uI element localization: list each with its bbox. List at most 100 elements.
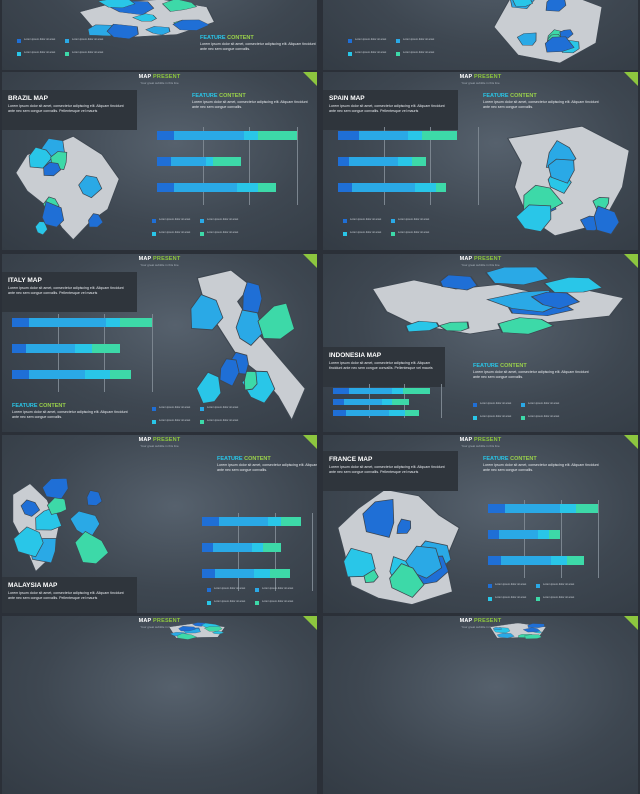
slide-subtitle: Your great subtitle in this line [140,444,179,448]
brand-map: MAP [459,437,473,443]
content-word: CONTENT [500,363,527,369]
brand-present: PRESENT [474,618,502,624]
brand-map: MAP [459,618,473,624]
title-box: ITALY MAP Lorem ipsum dolor sit amet, con… [2,272,137,312]
map-title: BRAZIL MAP [8,95,48,102]
map-region [97,0,136,8]
stacked-bar [12,318,152,327]
legend-item: Lorem ipsum dolor sit amet [348,51,396,60]
bar-segment [537,530,549,539]
slide-2: MAP PRESENT Your great subtitle in this l… [2,72,317,250]
bar-segment [218,517,268,526]
grid-line [152,314,153,392]
map-region [106,23,139,39]
legend-swatch [65,52,69,56]
corner-accent [303,435,317,449]
legend-label: Lorem ipsum dolor sit amet [355,51,387,54]
legend-swatch [391,232,395,236]
legend-label: Lorem ipsum dolor sit amet [207,218,239,221]
map-region [190,293,224,331]
legend-item: Lorem ipsum dolor sit amet [152,419,200,428]
slide-8: MAP PRESENT Your great subtitle in this l… [2,616,317,794]
bar-segment [202,543,213,552]
map-description: Lorem ipsum dolor sit amet, consectetur … [329,465,445,474]
slide-7: MAP PRESENT Your great subtitle in this l… [323,435,638,613]
bar-segment [75,344,92,353]
feature-heading: FEATURE CONTENT [483,455,605,463]
content-word: CONTENT [227,35,254,41]
bar-segment [398,157,413,166]
grid-line [560,500,562,578]
slide-subtitle: Your great subtitle in this line [140,263,179,267]
bar-chart [12,314,153,392]
stacked-bar [333,410,441,416]
stacked-bar [338,183,478,192]
slide-header: MAP PRESENT Your great subtitle in this l… [323,254,638,268]
feature-content: FEATURE CONTENT Lorem ipsum dolor sit ame… [483,92,605,110]
feature-content: FEATURE CONTENT Lorem ipsum dolor sit ame… [192,92,314,110]
slide-header: MAP PRESENT Your great subtitle in this l… [323,72,638,86]
bar-segment [28,318,106,327]
content-word: CONTENT [510,93,537,99]
map-region [438,321,470,332]
brand-present: PRESENT [474,74,502,80]
map-region [515,204,552,233]
grid-line [203,127,205,205]
bar-chart [338,127,479,205]
legend-item: Lorem ipsum dolor sit amet [255,600,303,609]
map-region [559,29,574,39]
bar-segment [333,388,350,394]
brand-map: MAP [138,437,152,443]
bar-segment [488,556,502,565]
legend-swatch [152,420,156,424]
legend-item: Lorem ipsum dolor sit amet [488,596,536,605]
bar-segment [488,530,499,539]
slide-brand: MAP PRESENT [2,72,317,81]
feature-heading: FEATURE CONTENT [12,402,134,410]
stacked-bar [157,183,297,192]
bar-segment [215,569,254,578]
bar-segment [253,569,271,578]
feature-word: FEATURE [483,456,509,462]
country-map [506,125,630,237]
stacked-bar [12,344,152,353]
legend-item: Lorem ipsum dolor sit amet [200,218,248,227]
legend-swatch [17,52,21,56]
legend-label: Lorem ipsum dolor sit amet [214,600,246,603]
bar-segment [392,388,404,394]
map-region [145,26,171,36]
map-region [243,370,258,391]
content-word: CONTENT [510,456,537,462]
brand-present: PRESENT [474,437,502,443]
slide-subtitle: Your great subtitle in this line [461,81,500,85]
map-region [543,277,604,293]
legend-item: Lorem ipsum dolor sit amet [207,600,255,609]
legend-label: Lorem ipsum dolor sit amet [159,419,191,422]
slide-brand: MAP PRESENT [323,254,638,263]
legend-swatch [391,219,395,223]
map-region [20,499,41,517]
map-region [88,213,104,228]
bar-segment [268,517,282,526]
bar-segment [26,344,75,353]
legend-label: Lorem ipsum dolor sit amet [159,406,191,409]
bar-segment [567,556,584,565]
legend-label: Lorem ipsum dolor sit amet [543,596,575,599]
bar-segment [270,569,290,578]
legend-label: Lorem ipsum dolor sit amet [528,415,560,418]
feature-content: FEATURE CONTENT Lorem ipsum dolor sit ame… [200,34,317,52]
stacked-bar [488,530,598,539]
slide-brand: MAP PRESENT [2,254,317,263]
bar-segment [257,183,276,192]
grid-line [104,314,106,392]
bar-segment [173,183,237,192]
legend-swatch [521,416,525,420]
legend-label: Lorem ipsum dolor sit amet [495,596,527,599]
map-region [593,205,620,235]
feature-word: FEATURE [483,93,509,99]
bar-segment [28,370,85,379]
content-word: CONTENT [244,456,271,462]
legend-label: Lorem ipsum dolor sit amet [262,587,294,590]
map-region [178,626,196,632]
country-map [489,622,547,639]
